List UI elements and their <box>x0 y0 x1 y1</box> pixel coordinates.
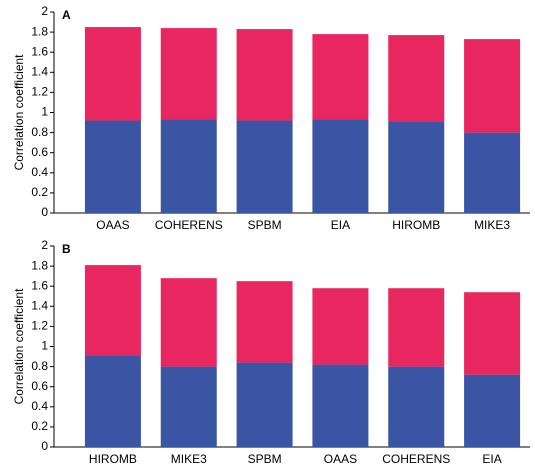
y-tick-label: 0 <box>41 439 48 453</box>
y-tick-label: 1.2 <box>31 85 48 99</box>
y-tick-label: 1.4 <box>31 298 48 312</box>
panel-label: A <box>62 8 71 22</box>
bar-segment <box>388 35 445 122</box>
bar-segment <box>236 120 293 213</box>
bar-segment <box>236 281 293 363</box>
bar-segment <box>84 265 141 356</box>
x-tick-label: COHERENS <box>155 218 223 232</box>
x-tick-label: HIROMB <box>89 452 137 466</box>
y-tick-label: 2 <box>41 4 48 18</box>
y-tick-label: 1.6 <box>31 44 48 58</box>
y-axis-label: Correlation coefficient <box>12 288 26 405</box>
x-tick-label: OAAS <box>96 218 129 232</box>
bar-segment <box>236 362 293 447</box>
panel-label: B <box>62 242 71 256</box>
x-tick-label: OAAS <box>324 452 357 466</box>
bar-segment <box>84 27 141 121</box>
bar-segment <box>312 364 369 447</box>
y-tick-label: 0.8 <box>31 125 48 139</box>
y-tick-label: 1.8 <box>31 24 48 38</box>
bar-segment <box>160 28 217 120</box>
y-tick-label: 1 <box>41 339 48 353</box>
y-tick-label: 0.2 <box>31 419 48 433</box>
x-tick-label: SPBM <box>248 452 282 466</box>
bar-segment <box>312 288 369 365</box>
x-tick-label: EIA <box>331 218 350 232</box>
bar-segment <box>160 278 217 367</box>
bar-segment <box>160 119 217 213</box>
bar-segment <box>84 355 141 447</box>
y-tick-label: 0.4 <box>31 399 48 413</box>
y-tick-label: 1.8 <box>31 258 48 272</box>
y-tick-label: 1.6 <box>31 278 48 292</box>
x-tick-label: EIA <box>482 452 501 466</box>
bar-segment <box>464 374 521 447</box>
bar-segment <box>388 121 445 213</box>
bar-segment <box>312 119 369 213</box>
bar-segment <box>464 39 521 133</box>
x-tick-label: SPBM <box>248 218 282 232</box>
y-tick-label: 0.4 <box>31 165 48 179</box>
bar-segment <box>236 29 293 121</box>
y-tick-label: 1 <box>41 105 48 119</box>
y-tick-label: 0 <box>41 205 48 219</box>
y-tick-label: 0.8 <box>31 359 48 373</box>
bar-segment <box>464 292 521 375</box>
bar-segment <box>388 366 445 447</box>
bar-segment <box>160 366 217 447</box>
y-tick-label: 0.2 <box>31 185 48 199</box>
bar-segment <box>312 34 369 120</box>
x-tick-label: MIKE3 <box>171 452 207 466</box>
y-tick-label: 1.4 <box>31 64 48 78</box>
y-tick-label: 0.6 <box>31 145 48 159</box>
y-axis-label: Correlation coefficient <box>12 54 26 171</box>
bar-segment <box>84 120 141 213</box>
y-tick-label: 2 <box>41 238 48 252</box>
bar-segment <box>388 288 445 367</box>
x-tick-label: COHERENS <box>382 452 450 466</box>
y-tick-label: 0.6 <box>31 379 48 393</box>
bar-segment <box>464 132 521 213</box>
x-tick-label: MIKE3 <box>474 218 510 232</box>
x-tick-label: HIROMB <box>392 218 440 232</box>
y-tick-label: 1.2 <box>31 319 48 333</box>
